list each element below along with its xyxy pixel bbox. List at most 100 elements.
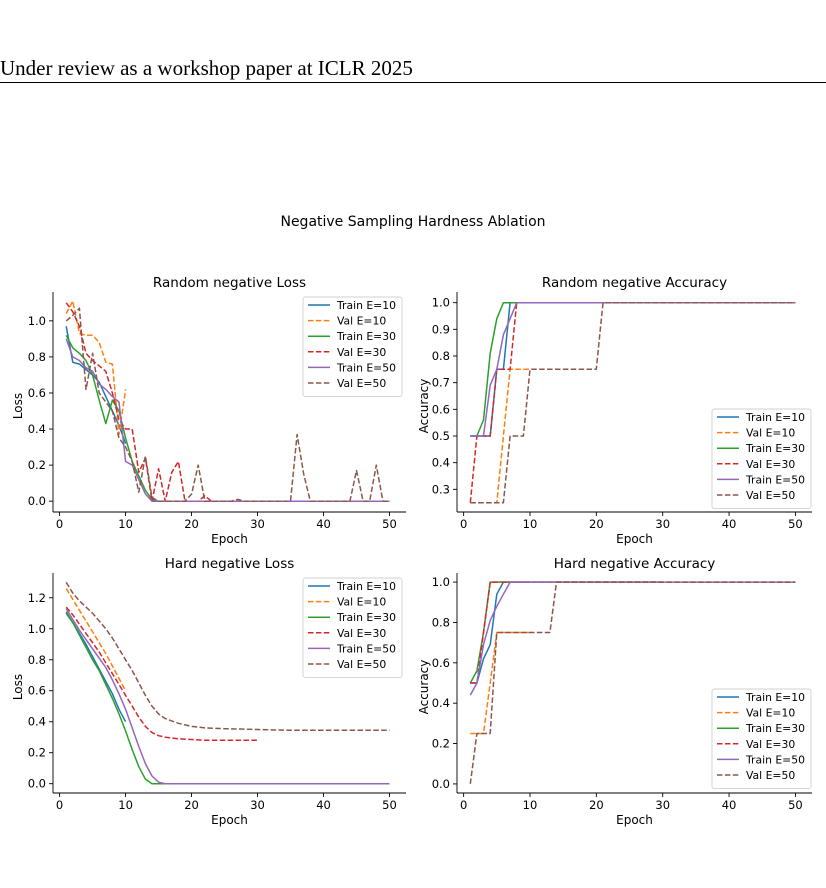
chart-title: Hard negative Loss <box>165 556 295 572</box>
y-tick-label: 0.6 <box>432 656 450 670</box>
legend-entry: Train E=30 <box>745 442 805 455</box>
chart-legend: Train E=10 Val E=10 Train E=30 Val E=30 Trai… <box>302 577 403 679</box>
legend-entry: Val E=10 <box>337 596 386 609</box>
y-tick-label: 1.0 <box>432 575 450 589</box>
legend-entry: Train E=50 <box>745 473 805 486</box>
x-tick-label: 10 <box>118 798 133 812</box>
x-tick-label: 40 <box>316 798 331 812</box>
y-tick-label: 0.0 <box>28 494 46 508</box>
y-tick-label: 0.8 <box>432 349 450 363</box>
y-tick-label: 1.0 <box>432 296 450 310</box>
y-tick-label: 1.0 <box>28 314 46 328</box>
legend-entry: Val E=10 <box>337 315 386 328</box>
series-line-val-e-30 <box>470 581 663 684</box>
y-tick-label: 0.9 <box>432 322 450 336</box>
series-line-train-e-10 <box>65 612 127 723</box>
y-tick-label: 0.2 <box>432 737 450 751</box>
x-tick-label: 50 <box>788 517 803 531</box>
chart-panel-4: Hard negative Accuracy 0 10 20 30 40 50 0.0 0.2 0… <box>417 556 812 827</box>
x-axis-label: Epoch <box>616 532 653 546</box>
series-line-val-e-10 <box>65 300 127 436</box>
x-tick-label: 30 <box>655 798 670 812</box>
y-tick-label: 0.4 <box>432 696 450 710</box>
series-line-train-e-50 <box>470 301 796 437</box>
x-tick-label: 40 <box>722 517 737 531</box>
x-tick-label: 20 <box>184 517 199 531</box>
y-tick-label: 0.4 <box>28 422 46 436</box>
legend-entry: Val E=50 <box>337 658 386 671</box>
legend-box <box>711 688 812 790</box>
legend-entry: Val E=50 <box>746 769 795 782</box>
y-axis-label: Accuracy <box>417 660 431 715</box>
x-tick-label: 30 <box>250 517 265 531</box>
chart-legend: Train E=10 Val E=10 Train E=30 Val E=30 Trai… <box>302 296 403 398</box>
y-tick-label: 1.2 <box>28 591 46 605</box>
x-tick-label: 10 <box>523 517 538 531</box>
y-tick-label: 0.0 <box>28 777 46 791</box>
x-tick-label: 50 <box>788 798 803 812</box>
x-tick-label: 0 <box>460 517 467 531</box>
chart-legend: Train E=10 Val E=10 Train E=30 Val E=30 Trai… <box>711 688 812 790</box>
series-line-val-e-50 <box>65 307 390 502</box>
series-line-val-e-50 <box>469 581 796 784</box>
y-tick-label: 1.0 <box>28 622 46 636</box>
legend-entry: Val E=50 <box>746 489 795 502</box>
legend-entry: Val E=30 <box>337 346 386 359</box>
chart-title: Random negative Accuracy <box>542 275 727 291</box>
legend-entry: Train E=10 <box>745 691 805 704</box>
legend-entry: Val E=10 <box>746 707 795 720</box>
x-tick-label: 50 <box>382 798 397 812</box>
series-line-val-e-10 <box>65 588 127 692</box>
x-tick-label: 10 <box>523 798 538 812</box>
series-line-val-e-10 <box>470 631 530 735</box>
legend-box <box>302 577 403 679</box>
y-tick-label: 0.2 <box>28 458 46 472</box>
x-tick-label: 20 <box>589 798 604 812</box>
x-tick-label: 0 <box>56 517 63 531</box>
series-line-train-e-30 <box>65 334 258 502</box>
legend-box <box>302 296 403 398</box>
y-axis-label: Loss <box>11 674 25 700</box>
x-tick-label: 30 <box>250 798 265 812</box>
series-line-train-e-30 <box>470 301 663 437</box>
page-header: Under review as a workshop paper at ICLR… <box>0 56 413 80</box>
y-tick-label: 0.2 <box>28 746 46 760</box>
x-tick-label: 20 <box>184 798 199 812</box>
series-line-train-e-50 <box>469 581 796 696</box>
x-tick-label: 40 <box>722 798 737 812</box>
legend-entry: Train E=30 <box>336 611 396 624</box>
x-tick-label: 0 <box>460 798 467 812</box>
y-tick-label: 0.6 <box>432 402 450 416</box>
x-tick-label: 20 <box>589 517 604 531</box>
y-tick-label: 0.8 <box>28 653 46 667</box>
legend-box <box>711 408 812 510</box>
figure-suptitle: Negative Sampling Hardness Ablation <box>280 214 546 230</box>
legend-entry: Train E=50 <box>336 361 396 374</box>
y-tick-label: 0.0 <box>432 777 450 791</box>
legend-entry: Val E=50 <box>337 377 386 390</box>
series-line-val-e-50 <box>65 581 390 732</box>
x-axis-label: Epoch <box>211 813 248 827</box>
legend-entry: Train E=50 <box>336 642 396 655</box>
y-tick-label: 0.8 <box>28 350 46 364</box>
chart-title: Random negative Loss <box>153 275 306 291</box>
series-line-val-e-30 <box>65 302 258 502</box>
legend-entry: Train E=10 <box>336 580 396 593</box>
legend-entry: Train E=50 <box>745 753 805 766</box>
x-tick-label: 30 <box>655 517 670 531</box>
chart-panel-3: Hard negative Loss 0 10 20 30 40 50 0.0 0.2 0.4 0.… <box>11 556 406 827</box>
y-tick-label: 0.8 <box>432 615 450 629</box>
x-axis-label: Epoch <box>616 813 653 827</box>
chart-panel-1: Random negative Loss 0 10 20 30 40 50 0.0 0.2 0.4… <box>11 275 406 546</box>
legend-entry: Train E=10 <box>336 299 396 312</box>
header-rule <box>0 82 826 83</box>
x-tick-label: 50 <box>382 517 397 531</box>
legend-entry: Train E=30 <box>336 330 396 343</box>
chart-title: Hard negative Accuracy <box>554 556 716 572</box>
y-tick-label: 0.6 <box>28 684 46 698</box>
y-axis-label: Accuracy <box>417 379 431 434</box>
legend-entry: Val E=30 <box>746 458 795 471</box>
legend-entry: Val E=10 <box>746 427 795 440</box>
legend-entry: Train E=30 <box>745 722 805 735</box>
